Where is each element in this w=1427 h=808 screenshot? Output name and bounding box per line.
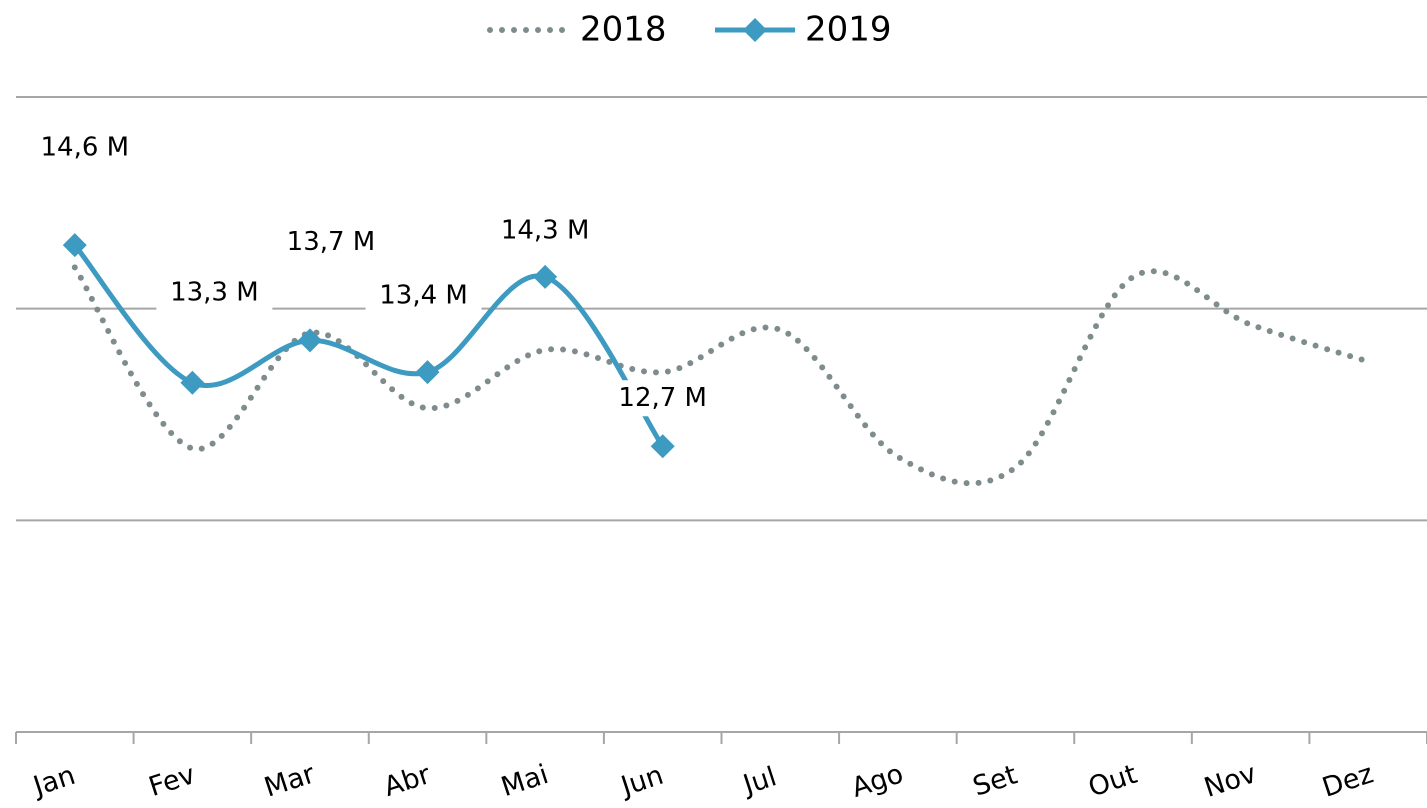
x-tick-label: Dez	[1319, 758, 1378, 803]
data-label-bg	[487, 212, 604, 249]
data-label-bg	[604, 380, 721, 417]
marker	[180, 370, 205, 395]
x-tick-label: Ago	[848, 758, 907, 804]
data-label: 13,4 M	[379, 281, 468, 311]
data-label: 14,3 M	[501, 215, 590, 245]
data-label: 13,3 M	[170, 277, 259, 307]
x-tick-label: Jun	[616, 760, 668, 803]
series-line	[71, 264, 1372, 487]
data-label-bg	[272, 224, 389, 261]
legend-marker	[743, 18, 767, 42]
marker	[415, 360, 440, 385]
x-tick-label: Jan	[28, 760, 79, 803]
marker	[62, 233, 87, 258]
x-tick-label: Mar	[261, 758, 320, 804]
x-tick-label: Abr	[380, 759, 435, 803]
data-label: 13,7 M	[287, 227, 376, 257]
data-label: 12,7 M	[618, 383, 707, 413]
x-tick-label: Out	[1085, 759, 1141, 804]
series-line	[72, 243, 665, 448]
marker	[650, 434, 675, 459]
data-label-bg	[156, 274, 273, 311]
marker	[297, 328, 322, 353]
legend-label: 2018	[580, 10, 667, 50]
x-tick-label: Nov	[1200, 758, 1260, 804]
x-tick-label: Set	[969, 759, 1021, 802]
data-label: 14,6 M	[40, 133, 129, 163]
x-tick-label: Jul	[738, 761, 780, 801]
x-tick-label: Fev	[145, 759, 199, 803]
data-label-bg	[26, 130, 143, 167]
marker	[533, 264, 558, 289]
data-label-bg	[365, 278, 482, 315]
x-tick-label: Mai	[498, 759, 553, 803]
legend-label: 2019	[805, 10, 892, 50]
